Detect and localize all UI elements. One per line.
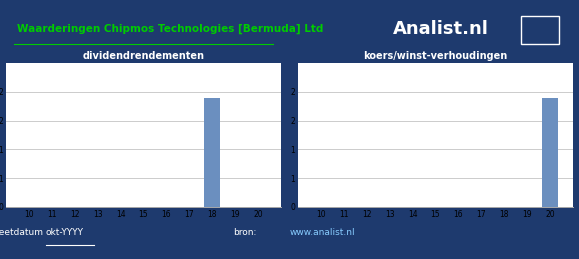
Text: Analist.nl: Analist.nl [393, 20, 489, 38]
FancyBboxPatch shape [521, 16, 559, 44]
Title: koers/winst-verhoudingen: koers/winst-verhoudingen [364, 51, 508, 61]
Text: Waarderingen Chipmos Technologies [Bermuda] Ltd: Waarderingen Chipmos Technologies [Bermu… [17, 24, 323, 34]
Text: www.analist.nl: www.analist.nl [290, 228, 355, 238]
Bar [542, 98, 558, 207]
Bar [204, 98, 221, 207]
Title: dividendrendementen: dividendrendementen [83, 51, 204, 61]
Text: meetdatum: meetdatum [0, 228, 46, 238]
Text: bron:: bron: [233, 228, 256, 238]
Text: okt-YYYY: okt-YYYY [46, 228, 83, 238]
